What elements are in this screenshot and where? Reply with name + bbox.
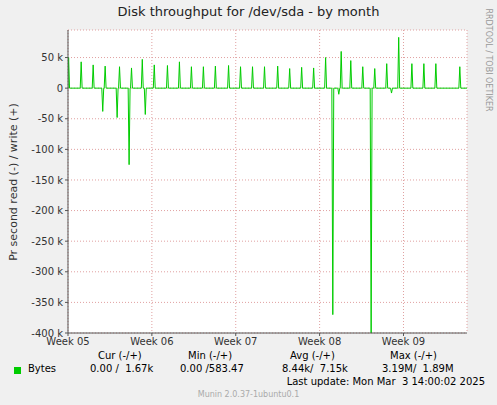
- html-text:Max (-/+): Max (-/+): [390, 350, 437, 361]
- svg-text:-200 k: -200 k: [31, 205, 63, 216]
- html-text:Disk throughput for /dev/sda -: Disk throughput for /dev/sda - by month: [117, 4, 380, 19]
- svg-text:-400 k: -400 k: [31, 328, 63, 339]
- svg-text:Week 05: Week 05: [46, 336, 90, 348]
- svg-text:-350 k: -350 k: [31, 297, 63, 308]
- svg-text:0: 0: [57, 83, 63, 94]
- html-text:Last update: Mon Mar 3 14:00:0: Last update: Mon Mar 3 14:00:02 2025: [286, 376, 485, 387]
- html-text:Avg (-/+): Avg (-/+): [290, 350, 335, 361]
- html-text:8.44k/ 7.15k: 8.44k/ 7.15k: [282, 363, 348, 374]
- html-text:Cur (-/+): Cur (-/+): [98, 350, 142, 361]
- html-text:Min (-/+): Min (-/+): [188, 350, 233, 361]
- svg-text:-150 k: -150 k: [31, 175, 63, 186]
- html-text:Bytes: Bytes: [28, 363, 57, 374]
- html-text:0.00 /583.47: 0.00 /583.47: [180, 363, 244, 374]
- svg-text:-100 k: -100 k: [31, 144, 63, 155]
- html-text:3.19M/ 1.89M: 3.19M/ 1.89M: [382, 363, 454, 374]
- svg-text:Week 08: Week 08: [298, 336, 341, 347]
- svg-text:-300 k: -300 k: [31, 266, 63, 277]
- html-text:Munin 2.0.37-1ubuntu0.1: Munin 2.0.37-1ubuntu0.1: [197, 390, 300, 399]
- svg-text:Week 09: Week 09: [382, 336, 425, 347]
- html-text:RRDTOOL / TOBI OETIKER: RRDTOOL / TOBI OETIKER: [483, 8, 493, 112]
- svg-text:Week 07: Week 07: [214, 336, 257, 347]
- svg-text:-250 k: -250 k: [31, 236, 63, 247]
- html-text:Pr second read (-) / write (+): Pr second read (-) / write (+): [6, 103, 20, 261]
- html-text:0.00 / 1.67k: 0.00 / 1.67k: [90, 363, 154, 374]
- svg-text:50 k: 50 k: [41, 52, 63, 63]
- svg-text:Week 06: Week 06: [130, 336, 173, 347]
- svg-text:-50 k: -50 k: [38, 113, 64, 124]
